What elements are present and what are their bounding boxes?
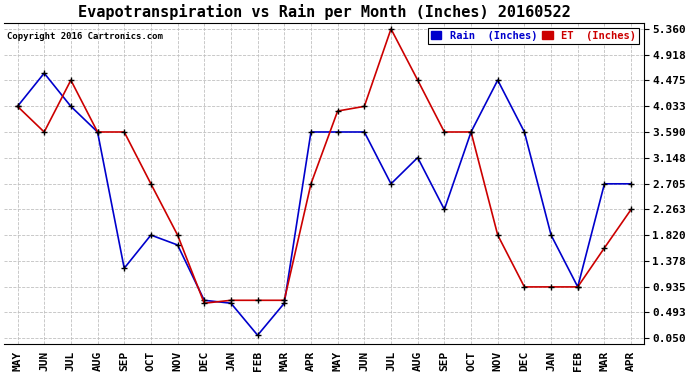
Title: Evapotranspiration vs Rain per Month (Inches) 20160522: Evapotranspiration vs Rain per Month (In… — [78, 4, 571, 20]
Legend: Rain  (Inches), ET  (Inches): Rain (Inches), ET (Inches) — [428, 28, 639, 44]
Text: Copyright 2016 Cartronics.com: Copyright 2016 Cartronics.com — [8, 32, 164, 41]
